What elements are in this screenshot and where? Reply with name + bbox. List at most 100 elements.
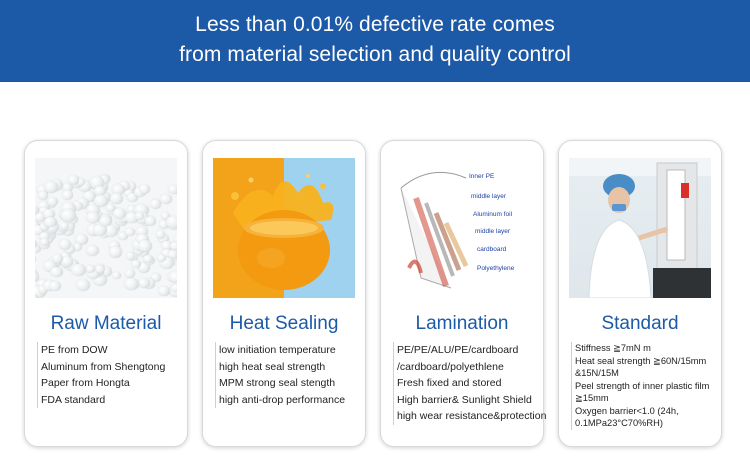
pellet [95,264,105,274]
header-banner: Less than 0.01% defective rate comes fro… [0,0,750,82]
list-item: MPM strong seal stength [219,377,336,389]
pellet [86,244,100,256]
pellet [126,252,136,260]
pellet [85,203,100,216]
pellet [170,242,177,251]
card-standard: Standard Stiffness ≧7mN m Heat seal stre… [558,140,722,447]
pellet [137,262,150,273]
pellet [48,280,62,292]
pellet [40,238,50,246]
pellet [37,285,49,295]
pellet [93,217,104,227]
orange-splash-photo [213,158,355,298]
pellet [35,224,45,235]
pellet [124,269,136,279]
pellet [99,266,113,278]
pellet [142,254,154,264]
pellet [59,221,70,230]
pellet [166,216,177,229]
pellet [50,266,63,278]
pellet [82,190,96,202]
feature-list: PE/PE/ALU/PE/cardboard /cardboard/polyet… [393,342,546,425]
list-item: high heat seal strength [219,360,326,373]
list-item: high anti-drop performance [219,393,346,406]
pellet [136,226,149,237]
pellet [125,228,135,237]
pellet [124,277,139,291]
list-item: Stiffness ≧7mN m [575,343,651,353]
pellet [111,271,122,280]
pellet [168,250,177,259]
feature-list: low initiation temperature high heat sea… [215,342,361,408]
pellet [35,292,38,298]
diagram-label: Inner PE [469,173,495,180]
lamination-layers-diagram: Inner PE middle layer Aluminum foil midd… [391,158,533,298]
pellet [161,240,173,251]
pellet [35,244,41,254]
lab-technician-photo [569,158,711,298]
list-item: Aluminum from Shengtong [41,360,166,373]
card-title: Raw Material [50,313,162,334]
pellet [159,220,170,230]
pellet [158,233,169,243]
pellet [37,200,50,211]
card-title: Standard [601,313,679,334]
pellet [136,234,149,245]
pellet [150,199,162,209]
pellet [138,278,150,289]
pellet [63,244,76,254]
pellet [158,286,170,296]
list-item: PE from DOW [41,344,108,356]
card-raw-material: Raw Material PE from DOW Aluminum from S… [24,140,188,447]
pellet [98,174,110,185]
header-title-line-2: from material selection and quality cont… [179,43,571,66]
pellet [168,184,177,194]
pellet [35,211,46,223]
pellet [51,253,63,264]
pellet [70,263,86,277]
card-title: Lamination [415,313,509,334]
pellet [75,177,86,186]
pellet [44,181,58,193]
pellet [86,211,100,224]
plastic-pellets-photo [35,158,177,298]
pellet [160,193,172,204]
pellet [118,232,128,240]
list-item: Peel strength of inner plastic film ≧15m… [575,380,710,404]
pellet [105,204,115,212]
pellet [94,185,107,196]
pellet [71,200,84,212]
pellet [75,234,88,245]
pellet [118,181,131,192]
pellet [62,182,74,193]
card-heat-sealing: Heat Sealing low initiation temperature … [202,140,366,447]
list-item: Heat seal strength ≧60N/15mm &15N/15M [575,355,707,379]
pellet [61,209,76,222]
pellet [127,193,138,202]
diagram-label: Polyethylene [477,265,515,272]
card-lamination: Inner PE middle layer Aluminum foil midd… [380,140,546,447]
pellet [144,216,157,226]
pellet [168,271,177,284]
pellet [35,205,40,215]
pellet [112,184,126,196]
pellet [76,279,90,292]
list-item: low initiation temperature [219,344,336,356]
card-title: Heat Sealing [229,313,339,334]
pellet [123,188,135,198]
pellet [138,184,151,194]
list-item: FDA standard [41,393,106,406]
pellet [160,212,170,221]
diagram-label: Aluminum foil [473,211,513,218]
pellet [135,212,145,220]
pellet [137,239,152,252]
pellet [38,191,49,200]
pellet [87,268,100,279]
pellet [103,224,119,238]
pellet [35,271,40,282]
header-title-line-1: Less than 0.01% defective rate comes [195,13,555,36]
pellet [156,254,166,262]
diagram-label: middle layer [471,193,507,200]
diagram-label: middle layer [475,228,511,235]
pellet [60,255,74,267]
